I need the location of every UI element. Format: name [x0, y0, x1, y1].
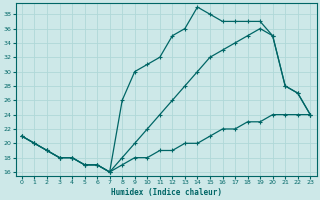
- X-axis label: Humidex (Indice chaleur): Humidex (Indice chaleur): [111, 188, 221, 197]
